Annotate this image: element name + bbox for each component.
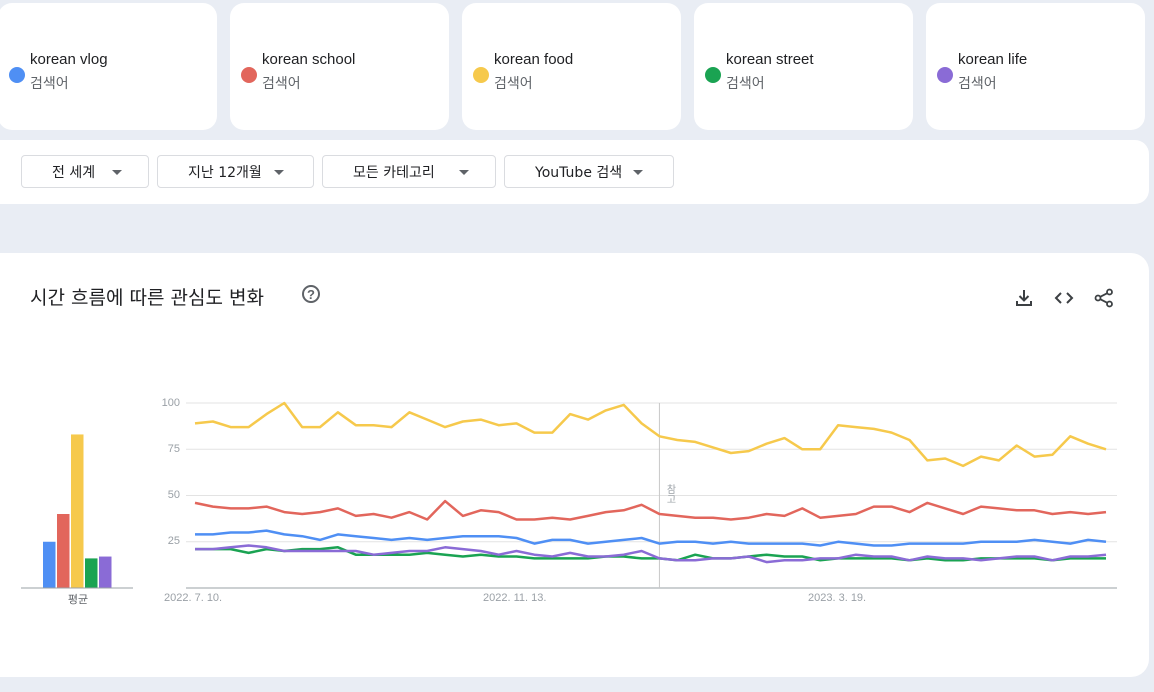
- y-tick-label: 100: [161, 397, 180, 409]
- download-icon[interactable]: [1013, 287, 1035, 309]
- average-label: 평균: [67, 593, 89, 606]
- category-dropdown[interactable]: 모든 카테고리: [322, 155, 496, 188]
- term-subtitle: 검색어: [30, 76, 69, 92]
- term-card-korean-street[interactable]: korean street 검색어: [694, 3, 913, 130]
- term-name: korean vlog: [30, 51, 108, 68]
- term-color-dot: [473, 67, 489, 83]
- y-tick-label: 75: [167, 443, 180, 455]
- note-marker-label: 참고: [664, 484, 675, 504]
- term-subtitle: 검색어: [494, 76, 533, 92]
- y-tick-label: 50: [167, 489, 180, 501]
- chevron-down-icon: [274, 170, 284, 175]
- term-color-dot: [9, 67, 25, 83]
- term-color-dot: [241, 67, 257, 83]
- chevron-down-icon: [112, 170, 122, 175]
- chevron-down-icon: [459, 170, 469, 175]
- average-bar-korean-street[interactable]: [85, 558, 98, 588]
- category-dropdown-label: 모든 카테고리: [353, 164, 435, 181]
- term-subtitle: 검색어: [262, 76, 301, 92]
- time-range-dropdown-label: 지난 12개월: [188, 164, 262, 181]
- series-line-korean-vlog[interactable]: [195, 529, 1107, 547]
- panel-title: 시간 흐름에 따른 관심도 변화: [30, 287, 264, 309]
- term-name: korean food: [494, 51, 574, 68]
- average-bar-korean-life[interactable]: [99, 556, 112, 588]
- term-card-korean-food[interactable]: korean food 검색어: [462, 3, 681, 130]
- embed-code-icon[interactable]: [1053, 287, 1075, 309]
- term-card-korean-school[interactable]: korean school 검색어: [230, 3, 449, 130]
- time-range-dropdown[interactable]: 지난 12개월: [157, 155, 314, 188]
- x-tick-label: 2022. 7. 10.: [164, 592, 223, 604]
- filter-bar: 전 세계 지난 12개월 모든 카테고리 YouTube 검색: [0, 140, 1149, 204]
- term-card-korean-life[interactable]: korean life 검색어: [926, 3, 1145, 130]
- series-line-korean-life[interactable]: [195, 544, 1107, 564]
- share-icon[interactable]: [1093, 287, 1115, 309]
- x-tick-label: 2022. 11. 13.: [483, 592, 547, 604]
- average-bar-korean-school[interactable]: [57, 514, 70, 588]
- series-line-korean-food[interactable]: [194, 401, 1107, 468]
- average-bar-korean-food[interactable]: [71, 434, 84, 588]
- term-subtitle: 검색어: [958, 76, 997, 92]
- search-type-dropdown[interactable]: YouTube 검색: [504, 155, 674, 188]
- x-tick-label: 2023. 3. 19.: [808, 592, 867, 604]
- y-tick-label: 25: [167, 535, 180, 547]
- term-subtitle: 검색어: [726, 76, 765, 92]
- term-card-korean-vlog[interactable]: korean vlog 검색어: [0, 3, 217, 130]
- term-name: korean street: [726, 51, 814, 68]
- term-name: korean life: [958, 51, 1028, 68]
- average-bar-korean-vlog[interactable]: [43, 541, 56, 588]
- search-type-dropdown-label: YouTube 검색: [535, 164, 623, 181]
- interest-over-time-panel: 시간 흐름에 따른 관심도 변화 ?: [0, 253, 1149, 677]
- region-dropdown-label: 전 세계: [52, 164, 96, 181]
- term-color-dot: [937, 67, 953, 83]
- term-color-dot: [705, 67, 721, 83]
- term-name: korean school: [262, 51, 356, 68]
- help-icon[interactable]: ?: [302, 285, 320, 303]
- series-line-korean-school[interactable]: [194, 499, 1107, 521]
- chevron-down-icon: [633, 170, 643, 175]
- region-dropdown[interactable]: 전 세계: [21, 155, 149, 188]
